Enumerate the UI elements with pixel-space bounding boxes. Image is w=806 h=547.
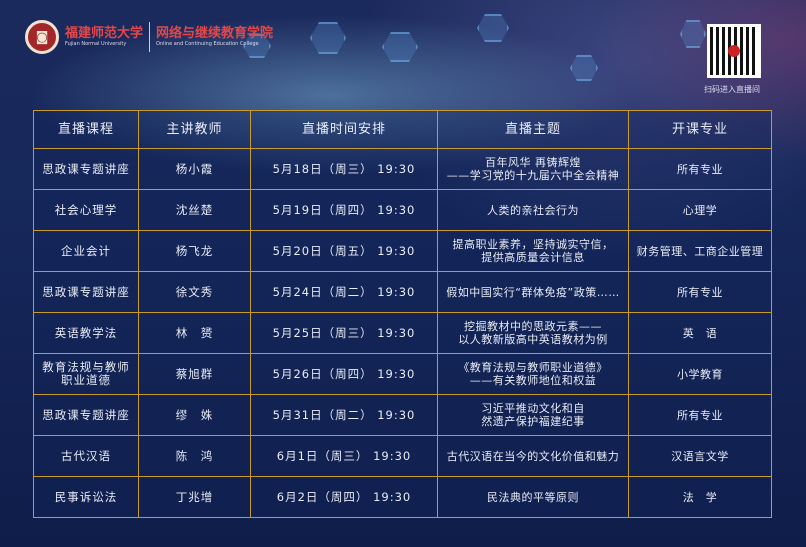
topic-cell: 《教育法规与教师职业道德》 ——有关教师地位和权益 xyxy=(437,353,629,395)
hexagon-decoration xyxy=(570,55,598,81)
teacher-cell: 蔡旭群 xyxy=(138,353,251,395)
time-cell: 6月2日（周四） 19:30 xyxy=(250,476,438,518)
logo-divider xyxy=(149,22,151,52)
college-name: 网络与继续教育学院 xyxy=(156,25,274,41)
major-cell: 所有专业 xyxy=(628,271,772,313)
topic-cell: 民法典的平等原则 xyxy=(437,476,629,518)
topic-cell: 习近平推动文化和自 然遗产保护福建纪事 xyxy=(437,394,629,436)
topic-cell: 假如中国实行“群体免疫”政策…… xyxy=(437,271,629,313)
major-cell: 法 学 xyxy=(628,476,772,518)
hexagon-decoration xyxy=(680,20,706,48)
course-cell: 古代汉语 xyxy=(33,435,139,477)
college-name-en: Online and Continuing Education College xyxy=(156,40,259,47)
university-name-en: Fujian Normal University xyxy=(65,40,127,47)
time-cell: 6月1日（周三） 19:30 xyxy=(250,435,438,477)
table-row: 思政课专题讲座缪 姝 5月31日（周二） 19:30 习近平推动文化和自 然遗产保护… xyxy=(33,394,772,436)
table-row: 教育法规与教师 职业道德 蔡旭群 5月26日（周四） 19:30 《教育法规与教师职业… xyxy=(33,353,772,395)
table-row: 英语教学法林 赟 5月25日（周三） 19:30 挖掘教材中的思政元素—— 以人教新… xyxy=(33,312,772,354)
hexagon-decoration xyxy=(382,32,418,62)
university-seal-icon: ◙ xyxy=(25,20,59,54)
topic-cell: 古代汉语在当今的文化价值和魅力 xyxy=(437,435,629,477)
major-cell: 所有专业 xyxy=(628,394,772,436)
time-cell: 5月18日（周三） 19:30 xyxy=(250,148,438,190)
major-cell: 所有专业 xyxy=(628,148,772,190)
course-cell: 思政课专题讲座 xyxy=(33,148,139,190)
teacher-cell: 徐文秀 xyxy=(138,271,251,313)
topic-cell: 挖掘教材中的思政元素—— 以人教新版高中英语教材为例 xyxy=(437,312,629,354)
university-name: 福建师范大学 xyxy=(65,25,144,41)
teacher-cell: 缪 姝 xyxy=(138,394,251,436)
teacher-cell: 林 赟 xyxy=(138,312,251,354)
column-header: 直播时间安排 xyxy=(250,110,438,149)
course-cell: 思政课专题讲座 xyxy=(33,271,139,313)
qr-caption: 扫码进入直播间 xyxy=(704,85,760,94)
column-header: 主讲教师 xyxy=(138,110,251,149)
topic-cell: 人类的亲社会行为 xyxy=(437,189,629,231)
course-cell: 民事诉讼法 xyxy=(33,476,139,518)
time-cell: 5月19日（周四） 19:30 xyxy=(250,189,438,231)
hexagon-decoration xyxy=(477,14,509,42)
course-cell: 社会心理学 xyxy=(33,189,139,231)
table-row: 社会心理学 沈丝楚 5月19日（周四） 19:30 人类的亲社会行为 心理学 xyxy=(33,189,772,231)
time-cell: 5月25日（周三） 19:30 xyxy=(250,312,438,354)
teacher-cell: 杨小霞 xyxy=(138,148,251,190)
time-cell: 5月24日（周二） 19:30 xyxy=(250,271,438,313)
teacher-cell: 丁兆增 xyxy=(138,476,251,518)
teacher-cell: 陈 鸿 xyxy=(138,435,251,477)
time-cell: 5月26日（周四） 19:30 xyxy=(250,353,438,395)
course-cell: 思政课专题讲座 xyxy=(33,394,139,436)
major-cell: 财务管理、工商企业管理 xyxy=(628,230,772,272)
column-header: 直播主题 xyxy=(437,110,629,149)
column-header: 开课专业 xyxy=(628,110,772,149)
course-cell: 英语教学法 xyxy=(33,312,139,354)
teacher-cell: 杨飞龙 xyxy=(138,230,251,272)
topic-cell: 百年风华 再铸辉煌 ——学习党的十九届六中全会精神 xyxy=(437,148,629,190)
table-row: 企业会计 杨飞龙 5月20日（周五） 19:30 提高职业素养，坚持诚实守信， 提供高… xyxy=(33,230,772,272)
column-header: 直播课程 xyxy=(33,110,139,149)
teacher-cell: 沈丝楚 xyxy=(138,189,251,231)
major-cell: 心理学 xyxy=(628,189,772,231)
time-cell: 5月20日（周五） 19:30 xyxy=(250,230,438,272)
university-logo: ◙ 福建师范大学 Fujian Normal University 网络与继续教… xyxy=(25,20,273,54)
course-cell: 教育法规与教师 职业道德 xyxy=(33,353,139,395)
time-cell: 5月31日（周二） 19:30 xyxy=(250,394,438,436)
major-cell: 汉语言文学 xyxy=(628,435,772,477)
table-row: 古代汉语陈 鸿 6月1日（周三） 19:30 古代汉语在当今的文化价值和魅力 汉语言文… xyxy=(33,435,772,477)
course-cell: 企业会计 xyxy=(33,230,139,272)
table-row: 思政课专题讲座 杨小霞 5月18日（周三） 19:30 百年风华 再铸辉煌 ——学习党… xyxy=(33,148,772,190)
schedule-table: 直播课程 主讲教师 直播时间安排 直播主题 开课专业 思政课专题讲座 杨小霞 5月18日（周… xyxy=(33,110,772,518)
qr-code-icon[interactable] xyxy=(707,24,761,78)
table-row: 思政课专题讲座 徐文秀 5月24日（周二） 19:30 假如中国实行“群体免疫”政策…… xyxy=(33,271,772,313)
topic-cell: 提高职业素养，坚持诚实守信， 提供高质量会计信息 xyxy=(437,230,629,272)
hexagon-decoration xyxy=(310,22,346,54)
major-cell: 英 语 xyxy=(628,312,772,354)
major-cell: 小学教育 xyxy=(628,353,772,395)
table-row: 民事诉讼法 丁兆增 6月2日（周四） 19:30 民法典的平等原则法 学 xyxy=(33,476,772,518)
table-header-row: 直播课程 主讲教师 直播时间安排 直播主题 开课专业 xyxy=(33,110,772,149)
